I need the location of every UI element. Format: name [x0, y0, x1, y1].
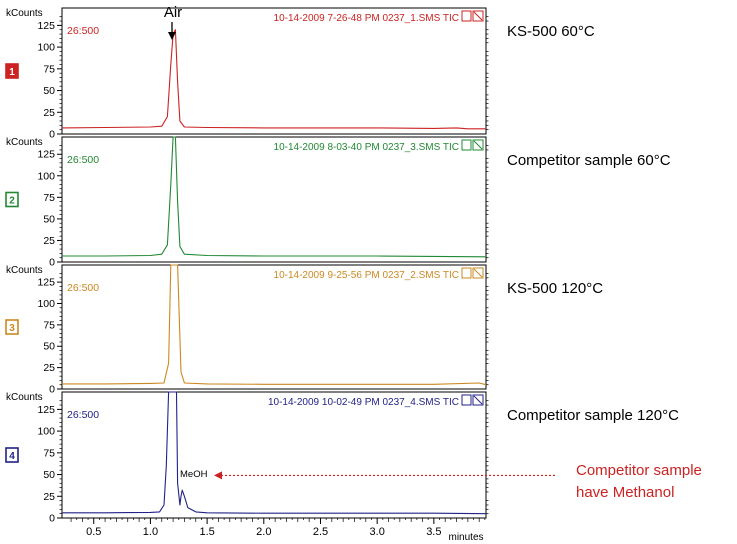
panel-index-label: 1	[9, 67, 15, 78]
panel-frame	[61, 136, 487, 263]
trace-close-icon-stroke	[473, 140, 483, 150]
panel-index-badge	[5, 319, 19, 335]
file-label: 10-14-2009 10-02-49 PM 0237_4.SMS TIC	[268, 397, 459, 408]
trace-window-icon	[461, 139, 472, 151]
y-tick-label: 50	[43, 85, 55, 97]
callout-arrow-head	[214, 471, 222, 480]
series-line-4	[62, 391, 487, 515]
panel-frame	[61, 7, 487, 135]
y-tick-label: 100	[37, 42, 55, 54]
air-peak-label: Air	[164, 4, 182, 21]
panel-side-label: Competitor sample 60°C	[507, 152, 671, 169]
panel-index-badge	[5, 63, 19, 79]
trace-window-icon	[461, 394, 472, 406]
trace-close-icon-stroke	[473, 395, 483, 405]
y-tick-label: 125	[37, 149, 55, 161]
y-tick-label: 100	[37, 298, 55, 310]
y-tick-label: 0	[49, 257, 55, 269]
x-tick-label: 1.5	[199, 526, 214, 538]
x-tick-label: 3.5	[426, 526, 441, 538]
y-tick-label: 75	[43, 319, 55, 331]
y-tick-label: 75	[43, 192, 55, 204]
trace-close-icon	[472, 10, 484, 22]
peak-annotation-meoh: MeOH	[180, 469, 208, 480]
y-tick-label: 50	[43, 469, 55, 481]
file-label: 10-14-2009 7-26-48 PM 0237_1.SMS TIC	[274, 13, 459, 24]
y-tick-label: 125	[37, 404, 55, 416]
y-tick-label: 125	[37, 277, 55, 289]
file-label: 10-14-2009 8-03-40 PM 0237_3.SMS TIC	[274, 142, 459, 153]
trace-close-icon	[472, 139, 484, 151]
panel-side-label: KS-500 60°C	[507, 23, 595, 40]
x-tick-label: 2.0	[256, 526, 271, 538]
mass-range-label: 26:500	[67, 154, 99, 166]
mass-range-label: 26:500	[67, 25, 99, 37]
callout-line-1: Competitor sample	[576, 462, 702, 479]
y-tick-label: 125	[37, 20, 55, 32]
y-tick-label: 0	[49, 513, 55, 525]
y-tick-label: 50	[43, 213, 55, 225]
y-tick-label: 0	[49, 384, 55, 396]
y-tick-label: 25	[43, 491, 55, 503]
panel-index-label: 2	[9, 196, 15, 207]
file-label: 10-14-2009 9-25-56 PM 0237_2.SMS TIC	[274, 270, 459, 281]
x-axis-label: minutes	[448, 532, 483, 543]
callout-line-2: have Methanol	[576, 484, 674, 501]
trace-close-icon	[472, 394, 484, 406]
trace-window-icon	[461, 267, 472, 279]
panel-index-label: 3	[9, 323, 15, 334]
panel-side-label: Competitor sample 120°C	[507, 407, 679, 424]
panel-frame	[61, 264, 487, 390]
y-tick-label: 0	[49, 129, 55, 141]
x-tick-label: 0.5	[86, 526, 101, 538]
x-tick-label: 2.5	[313, 526, 328, 538]
panel-index-badge	[5, 191, 19, 208]
series-line-1	[61, 29, 486, 130]
panel-index-label: 4	[9, 451, 15, 462]
mass-range-label: 26:500	[67, 409, 99, 421]
y-tick-label: 25	[43, 107, 55, 119]
trace-close-icon-stroke	[473, 11, 483, 21]
y-tick-label: 50	[43, 341, 55, 353]
trace-close-icon	[472, 267, 484, 279]
mass-range-label: 26:500	[67, 282, 99, 294]
y-tick-label: 100	[37, 426, 55, 438]
y-axis-label: kCounts	[6, 137, 43, 148]
panel-side-label: KS-500 120°C	[507, 280, 603, 297]
y-axis-label: kCounts	[6, 392, 43, 403]
y-axis-label: kCounts	[6, 265, 43, 276]
y-axis-label: kCounts	[6, 8, 43, 19]
y-tick-label: 100	[37, 170, 55, 182]
x-tick-label: 1.0	[143, 526, 158, 538]
y-tick-label: 75	[43, 63, 55, 75]
trace-close-icon-stroke	[473, 268, 483, 278]
air-arrow-head	[168, 32, 176, 40]
y-tick-label: 25	[43, 362, 55, 374]
y-tick-label: 25	[43, 235, 55, 247]
y-tick-label: 75	[43, 447, 55, 459]
x-tick-label: 3.0	[370, 526, 385, 538]
series-line-2	[62, 136, 487, 258]
panel-index-badge	[5, 447, 19, 463]
trace-window-icon	[461, 10, 472, 22]
panel-frame	[61, 391, 487, 519]
series-line-3	[62, 264, 487, 386]
